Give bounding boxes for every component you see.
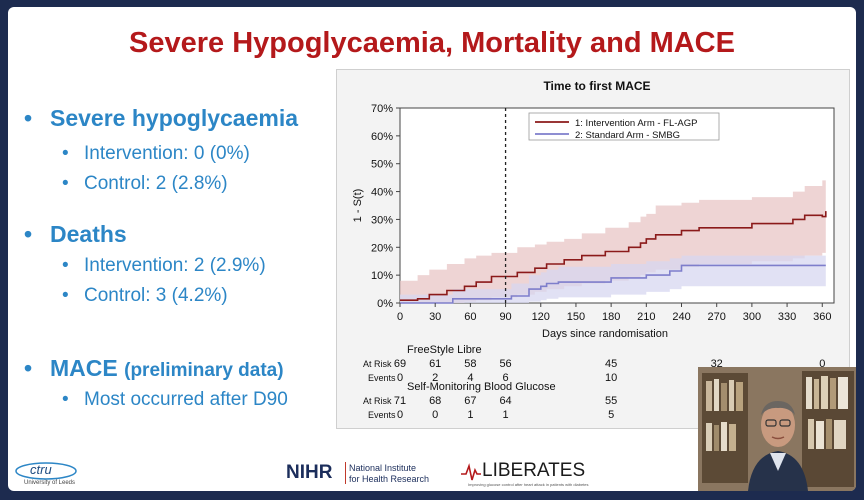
at-risk-value: 68 [429, 395, 442, 407]
y-tick-label: 60% [371, 131, 393, 143]
x-tick-label: 0 [397, 311, 403, 323]
ci-band-series-1 [400, 174, 826, 303]
at-risk-value: 58 [464, 358, 477, 370]
y-tick-label: 0% [377, 298, 393, 310]
y-tick-label: 30% [371, 214, 393, 226]
nihr-divider [345, 462, 346, 484]
events-value: 4 [467, 372, 474, 384]
at-risk-value: 64 [499, 395, 512, 407]
y-tick-label: 20% [371, 242, 393, 254]
at-risk-value: 61 [429, 358, 442, 370]
risk-group-name: FreeStyle Libre [407, 344, 482, 356]
y-tick-label: 50% [371, 159, 393, 171]
x-tick-label: 150 [567, 311, 585, 323]
ctru-logo: ctru University of Leeds [14, 461, 84, 491]
events-label: Events [368, 410, 396, 420]
events-value: 0 [432, 409, 439, 421]
presenter-video [698, 367, 856, 491]
ctru-logo-icon [15, 462, 77, 480]
x-axis-label: Days since randomisation [542, 328, 668, 340]
presentation-slide: Severe Hypoglycaemia, Mortality and MACE… [8, 7, 856, 491]
presenter-webcam-icon [698, 367, 856, 491]
ci-band-series-2 [400, 250, 826, 303]
events-value: 0 [396, 372, 404, 384]
at-risk-value: 55 [605, 395, 618, 407]
at-risk-value: 71 [393, 395, 407, 407]
heart-rhythm-icon [461, 463, 481, 481]
at-risk-label: At Risk [363, 359, 392, 369]
x-tick-label: 240 [672, 311, 690, 323]
at-risk-value: 45 [605, 358, 618, 370]
x-tick-label: 30 [429, 311, 441, 323]
events-value: 1 [502, 409, 509, 421]
y-tick-label: 10% [371, 270, 393, 282]
x-tick-label: 270 [708, 311, 726, 323]
x-tick-label: 180 [602, 311, 620, 323]
x-tick-label: 300 [743, 311, 761, 323]
x-tick-label: 120 [532, 311, 550, 323]
x-tick-label: 330 [778, 311, 796, 323]
legend-label-2: 2: Standard Arm - SMBG [575, 130, 680, 141]
events-value: 5 [608, 409, 615, 421]
series-line-2 [400, 264, 826, 304]
bullet-heading: • MACE (preliminary data) [24, 355, 284, 381]
bullet-heading: • Deaths [24, 221, 127, 247]
legend-label-1: 1: Intervention Arm - FL-AGP [575, 118, 698, 129]
x-tick-label: 90 [499, 311, 511, 323]
bullet-heading: • Severe hypoglycaemia [24, 105, 299, 131]
at-risk-value: 69 [393, 358, 407, 370]
events-value: 6 [502, 372, 509, 384]
events-value: 1 [467, 409, 474, 421]
bullet-item: • Intervention: 0 (0%) [62, 143, 250, 164]
y-tick-label: 70% [371, 103, 393, 115]
events-value: 10 [605, 372, 618, 384]
at-risk-label: At Risk [363, 396, 392, 406]
bullet-item: • Control: 3 (4.2%) [62, 285, 228, 306]
bullet-item: • Intervention: 2 (2.9%) [62, 255, 266, 276]
events-value: 2 [432, 372, 439, 384]
legend-box [528, 112, 720, 141]
at-risk-value: 67 [464, 395, 477, 407]
chart-title: Time to first MACE [543, 79, 650, 93]
events-value: 0 [396, 409, 404, 421]
bullet-item: • Most occurred after D90 [62, 389, 288, 410]
slide-title: Severe Hypoglycaemia, Mortality and MACE [129, 27, 735, 59]
at-risk-value: 56 [499, 358, 512, 370]
series-line-1 [400, 211, 827, 301]
x-tick-label: 360 [813, 311, 831, 323]
risk-group-name: Self-Monitoring Blood Glucose [407, 381, 556, 393]
x-tick-label: 60 [464, 311, 476, 323]
bullet-item: • Control: 2 (2.8%) [62, 173, 228, 194]
chart-svg: Time to first MACE 0% 10% 20% 30% 40% 50% 60% 70… [352, 79, 835, 340]
y-tick-label: 40% [371, 187, 393, 199]
events-label: Events [368, 373, 396, 383]
at-risk-value: 0 [819, 358, 826, 370]
x-tick-label: 210 [637, 311, 655, 323]
y-axis-label: 1 - S(t) [352, 189, 364, 223]
